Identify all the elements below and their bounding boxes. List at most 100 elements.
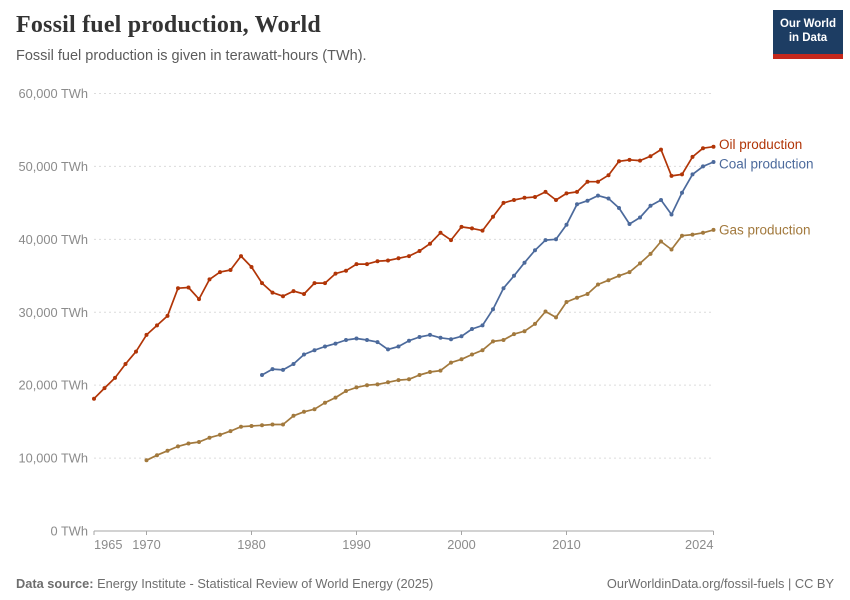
series-point-gas-production[interactable] xyxy=(659,239,663,244)
series-point-gas-production[interactable] xyxy=(207,435,212,440)
series-point-gas-production[interactable] xyxy=(470,352,474,357)
series-point-gas-production[interactable] xyxy=(638,261,642,266)
series-label-gas-production[interactable]: Gas production xyxy=(719,222,811,237)
series-point-coal-production[interactable] xyxy=(291,362,296,366)
series-point-oil-production[interactable] xyxy=(113,375,117,380)
series-point-coal-production[interactable] xyxy=(690,172,695,177)
series-point-coal-production[interactable] xyxy=(606,196,611,201)
series-point-oil-production[interactable] xyxy=(186,285,191,290)
series-point-gas-production[interactable] xyxy=(543,309,548,314)
series-point-oil-production[interactable] xyxy=(144,332,149,337)
series-point-oil-production[interactable] xyxy=(438,230,443,235)
series-point-oil-production[interactable] xyxy=(344,268,348,273)
series-point-oil-production[interactable] xyxy=(417,249,422,253)
series-point-oil-production[interactable] xyxy=(365,262,369,267)
series-point-oil-production[interactable] xyxy=(564,191,569,196)
series-point-oil-production[interactable] xyxy=(428,241,432,246)
series-point-oil-production[interactable] xyxy=(711,144,716,149)
series-point-coal-production[interactable] xyxy=(470,327,474,331)
series-line-oil-production[interactable] xyxy=(93,145,714,400)
series-point-oil-production[interactable] xyxy=(312,281,317,286)
series-point-coal-production[interactable] xyxy=(659,198,663,202)
series-point-oil-production[interactable] xyxy=(596,179,600,184)
series-label-oil-production[interactable]: Oil production xyxy=(719,137,802,152)
series-point-coal-production[interactable] xyxy=(711,160,716,164)
series-point-oil-production[interactable] xyxy=(470,226,474,231)
series-point-oil-production[interactable] xyxy=(396,256,401,261)
series-point-coal-production[interactable] xyxy=(428,332,432,337)
series-point-coal-production[interactable] xyxy=(638,215,642,220)
series-point-gas-production[interactable] xyxy=(669,247,674,252)
series-point-gas-production[interactable] xyxy=(176,444,180,449)
series-point-gas-production[interactable] xyxy=(711,227,716,232)
series-point-coal-production[interactable] xyxy=(627,222,632,226)
series-point-gas-production[interactable] xyxy=(690,232,695,237)
series-point-oil-production[interactable] xyxy=(491,214,495,219)
series-point-oil-production[interactable] xyxy=(638,158,642,163)
series-point-oil-production[interactable] xyxy=(155,323,159,328)
series-point-coal-production[interactable] xyxy=(501,286,506,291)
series-point-coal-production[interactable] xyxy=(459,334,464,339)
series-point-coal-production[interactable] xyxy=(585,198,590,203)
series-point-oil-production[interactable] xyxy=(218,270,222,275)
series-point-oil-production[interactable] xyxy=(386,258,390,263)
series-line-coal-production[interactable] xyxy=(261,161,714,376)
series-point-gas-production[interactable] xyxy=(606,278,611,283)
series-point-coal-production[interactable] xyxy=(449,337,453,342)
series-point-oil-production[interactable] xyxy=(648,154,653,159)
series-point-gas-production[interactable] xyxy=(501,338,506,342)
series-point-gas-production[interactable] xyxy=(155,453,159,458)
series-point-oil-production[interactable] xyxy=(333,271,338,276)
series-point-gas-production[interactable] xyxy=(449,360,453,365)
series-point-gas-production[interactable] xyxy=(627,270,632,275)
series-point-oil-production[interactable] xyxy=(480,228,485,233)
series-point-gas-production[interactable] xyxy=(564,300,569,304)
series-point-gas-production[interactable] xyxy=(417,373,422,377)
series-point-gas-production[interactable] xyxy=(428,370,432,374)
series-point-oil-production[interactable] xyxy=(543,189,548,194)
series-point-oil-production[interactable] xyxy=(606,173,611,178)
series-point-oil-production[interactable] xyxy=(176,286,180,291)
series-point-gas-production[interactable] xyxy=(396,378,401,383)
series-point-gas-production[interactable] xyxy=(648,251,653,256)
series-point-oil-production[interactable] xyxy=(701,146,705,151)
series-point-gas-production[interactable] xyxy=(323,400,327,405)
series-point-coal-production[interactable] xyxy=(701,164,705,169)
series-point-oil-production[interactable] xyxy=(375,259,380,264)
series-point-coal-production[interactable] xyxy=(281,367,285,372)
series-point-oil-production[interactable] xyxy=(92,396,96,401)
series-point-gas-production[interactable] xyxy=(197,440,201,444)
series-point-coal-production[interactable] xyxy=(512,273,516,278)
series-point-gas-production[interactable] xyxy=(533,321,537,326)
series-point-oil-production[interactable] xyxy=(102,386,107,391)
series-point-gas-production[interactable] xyxy=(491,339,495,344)
series-point-coal-production[interactable] xyxy=(680,190,684,195)
series-point-oil-production[interactable] xyxy=(449,238,453,243)
series-point-coal-production[interactable] xyxy=(438,335,443,340)
series-point-gas-production[interactable] xyxy=(554,315,558,320)
series-point-gas-production[interactable] xyxy=(365,383,369,388)
series-point-oil-production[interactable] xyxy=(165,313,170,318)
series-point-gas-production[interactable] xyxy=(585,292,590,296)
series-point-oil-production[interactable] xyxy=(197,297,201,302)
series-point-gas-production[interactable] xyxy=(333,395,338,400)
series-point-coal-production[interactable] xyxy=(396,344,401,349)
series-point-gas-production[interactable] xyxy=(386,380,390,385)
series-point-oil-production[interactable] xyxy=(680,172,684,177)
series-point-oil-production[interactable] xyxy=(627,157,632,162)
series-point-gas-production[interactable] xyxy=(281,422,285,427)
series-point-coal-production[interactable] xyxy=(669,212,674,217)
series-point-coal-production[interactable] xyxy=(417,335,422,339)
series-point-coal-production[interactable] xyxy=(302,352,306,357)
series-point-coal-production[interactable] xyxy=(407,338,411,343)
series-point-gas-production[interactable] xyxy=(407,377,411,382)
series-point-gas-production[interactable] xyxy=(270,422,275,427)
series-point-coal-production[interactable] xyxy=(354,336,359,341)
series-point-coal-production[interactable] xyxy=(554,237,558,242)
series-point-coal-production[interactable] xyxy=(648,203,653,208)
series-point-oil-production[interactable] xyxy=(585,179,590,184)
series-point-oil-production[interactable] xyxy=(501,200,506,205)
series-point-gas-production[interactable] xyxy=(186,441,191,446)
series-point-oil-production[interactable] xyxy=(249,265,254,269)
